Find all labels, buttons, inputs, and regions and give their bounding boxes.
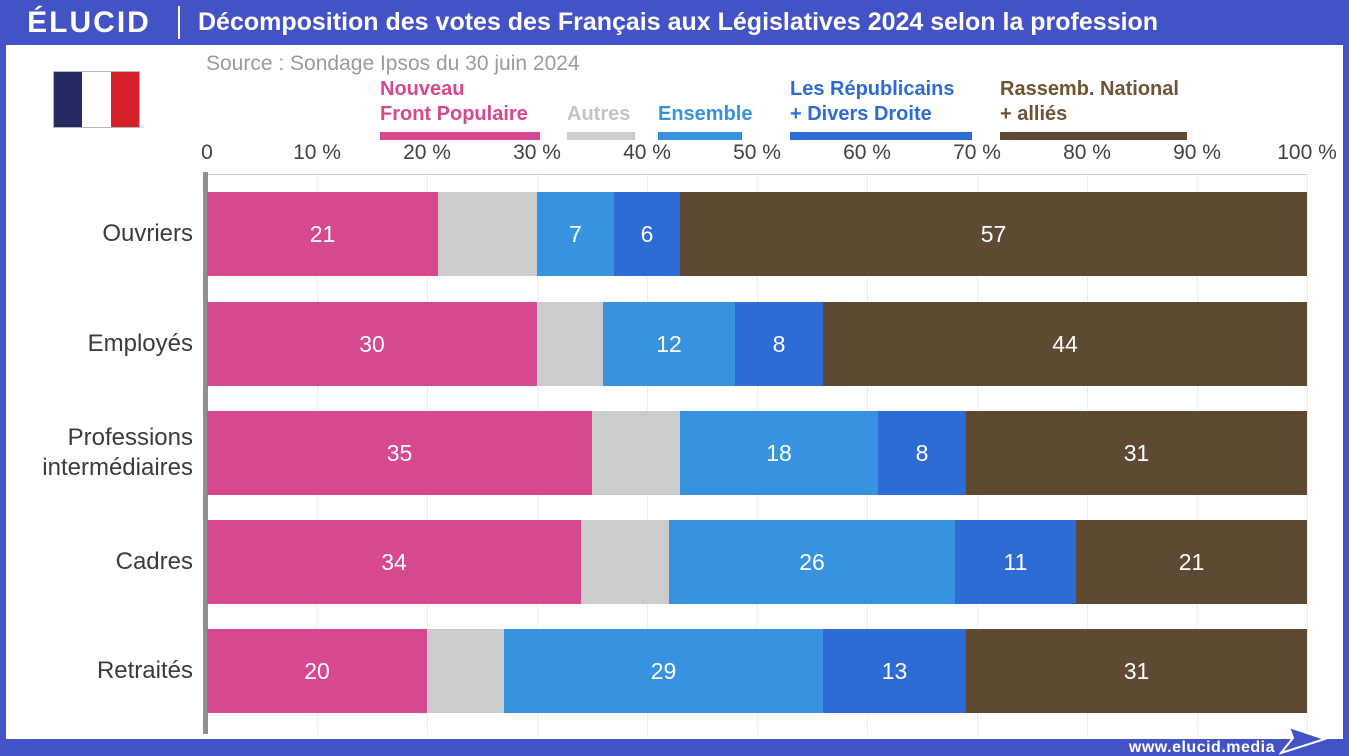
legend-swatch [380, 132, 540, 140]
elucid-logo-text: ÉLUCID [27, 5, 151, 39]
bar-segment [592, 411, 680, 495]
legend-swatch [567, 132, 635, 140]
bar-row: 35 18 8 31 [207, 411, 1307, 495]
legend-item: Autres [567, 76, 635, 140]
x-axis-tick-label: 0 [201, 141, 213, 164]
legend-label: Rassemb. National + alliés [1000, 78, 1179, 125]
legend-item: Rassemb. National + alliés [1000, 76, 1187, 140]
x-axis-tick-label: 30 % [513, 141, 561, 164]
legend-label: Ensemble [658, 103, 753, 125]
elucid-logo: ÉLUCID [0, 6, 178, 40]
category-label: Employés [87, 330, 193, 357]
flag-stripe-blue [54, 72, 83, 127]
bar-segment: 35 [207, 411, 592, 495]
bar-segment: 29 [504, 629, 823, 713]
legend-label: Les Républicains + Divers Droite [790, 78, 955, 125]
x-axis-tick-label: 20 % [403, 141, 451, 164]
bar-segment: 26 [669, 520, 955, 604]
category-label: Ouvriers [102, 220, 193, 247]
bar-segment: 21 [1076, 520, 1307, 604]
bar-segment: 8 [735, 302, 823, 386]
bar-segment [581, 520, 669, 604]
page-title: Décomposition des votes des Français aux… [198, 8, 1159, 36]
flag-stripe-white [82, 72, 111, 127]
elucid-arrow-icon [1279, 725, 1327, 755]
bar-segment [427, 629, 504, 713]
bar-row: 34 26 11 21 [207, 520, 1307, 604]
bar-segment: 11 [955, 520, 1076, 604]
header-bar: ÉLUCID Décomposition des votes des Franç… [0, 0, 1349, 45]
bar-segment: 13 [823, 629, 966, 713]
bar-segment [438, 192, 537, 276]
x-axis-tick-label: 40 % [623, 141, 671, 164]
footer-url: www.elucid.media [1128, 739, 1275, 756]
bar-row: 30 12 8 44 [207, 302, 1307, 386]
x-axis-tick-label: 100 % [1277, 141, 1337, 164]
gridline [1307, 174, 1308, 735]
legend-item: Les Républicains + Divers Droite [790, 76, 972, 140]
category-label: Professions intermédiaires [42, 424, 193, 481]
bar-segment: 31 [966, 629, 1307, 713]
legend-item: Nouveau Front Populaire [380, 76, 540, 140]
bar-segment: 21 [207, 192, 438, 276]
source-caption: Source : Sondage Ipsos du 30 juin 2024 [206, 52, 580, 75]
bar-segment [537, 302, 603, 386]
category-label: Cadres [115, 548, 193, 575]
bar-segment: 34 [207, 520, 581, 604]
bar-segment: 12 [603, 302, 735, 386]
french-flag-icon [53, 71, 140, 128]
legend-label: Autres [567, 103, 631, 125]
flag-stripe-red [110, 72, 139, 127]
bar-segment: 6 [614, 192, 680, 276]
right-frame-strip [1343, 45, 1349, 756]
x-axis-tick-label: 70 % [953, 141, 1001, 164]
bar-row: 21 7 6 57 [207, 192, 1307, 276]
bar-segment: 30 [207, 302, 537, 386]
legend-item: Ensemble [658, 76, 753, 140]
bar-segment: 57 [680, 192, 1307, 276]
legend-swatch [658, 132, 742, 140]
legend-swatch [790, 132, 972, 140]
footer-bar: www.elucid.media [0, 725, 1349, 756]
x-axis-tick-label: 50 % [733, 141, 781, 164]
left-frame-strip [0, 45, 6, 756]
bar-segment: 20 [207, 629, 427, 713]
plot-area: 21 7 6 57 30 12 8 44 35 18 8 31 34 26 11 21 20 29 13 31 [207, 174, 1308, 735]
legend-label: Nouveau Front Populaire [380, 78, 528, 125]
y-axis-spine [203, 172, 208, 734]
x-axis-tick-label: 60 % [843, 141, 891, 164]
x-axis-tick-label: 90 % [1173, 141, 1221, 164]
bar-row: 20 29 13 31 [207, 629, 1307, 713]
header-divider [178, 6, 180, 39]
legend-swatch [1000, 132, 1187, 140]
bar-segment: 44 [823, 302, 1307, 386]
bar-segment: 18 [680, 411, 878, 495]
x-axis-tick-label: 80 % [1063, 141, 1111, 164]
category-label: Retraités [96, 657, 193, 684]
x-axis-tick-label: 10 % [293, 141, 341, 164]
bar-segment: 8 [878, 411, 966, 495]
bar-segment: 31 [966, 411, 1307, 495]
bar-segment: 7 [537, 192, 614, 276]
